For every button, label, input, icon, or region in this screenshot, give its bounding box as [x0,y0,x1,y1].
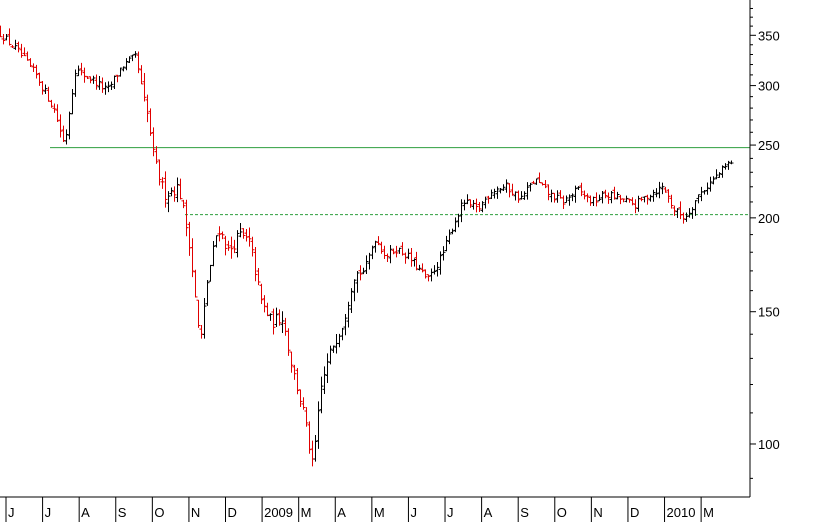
x-tick-label: M [374,505,385,520]
x-tick-label: M [301,505,312,520]
x-tick-label: O [154,505,164,520]
x-tick-label: 2010 [667,505,696,520]
x-tick-label: N [593,505,602,520]
x-tick-label: M [703,505,714,520]
x-tick-label: 2009 [264,505,293,520]
x-tick-label: A [484,505,493,520]
x-tick-label: J [447,505,454,520]
y-tick-label: 200 [758,211,780,226]
price-bars [0,25,734,467]
reference-lines [50,147,750,216]
x-tick-label: J [410,505,417,520]
y-tick-label: 100 [758,437,780,452]
x-tick-label: S [520,505,529,520]
x-tick-label: D [630,505,639,520]
x-tick-label: O [557,505,567,520]
y-tick-label: 250 [758,138,780,153]
y-axis: 100 150 200 250 300 350 [750,7,780,479]
x-tick-label: J [8,505,15,520]
y-tick-label: 150 [758,305,780,320]
x-tick-label: S [118,505,127,520]
y-tick-label: 350 [758,28,780,43]
x-tick-label: A [337,505,346,520]
x-axis: J J A S O N D 2009 M A M J J A S O N D 2010 M [5,497,714,522]
x-tick-label: D [228,505,237,520]
x-tick-label: N [191,505,200,520]
x-tick-label: J [45,505,52,520]
y-tick-label: 300 [758,79,780,94]
x-tick-label: A [81,505,90,520]
